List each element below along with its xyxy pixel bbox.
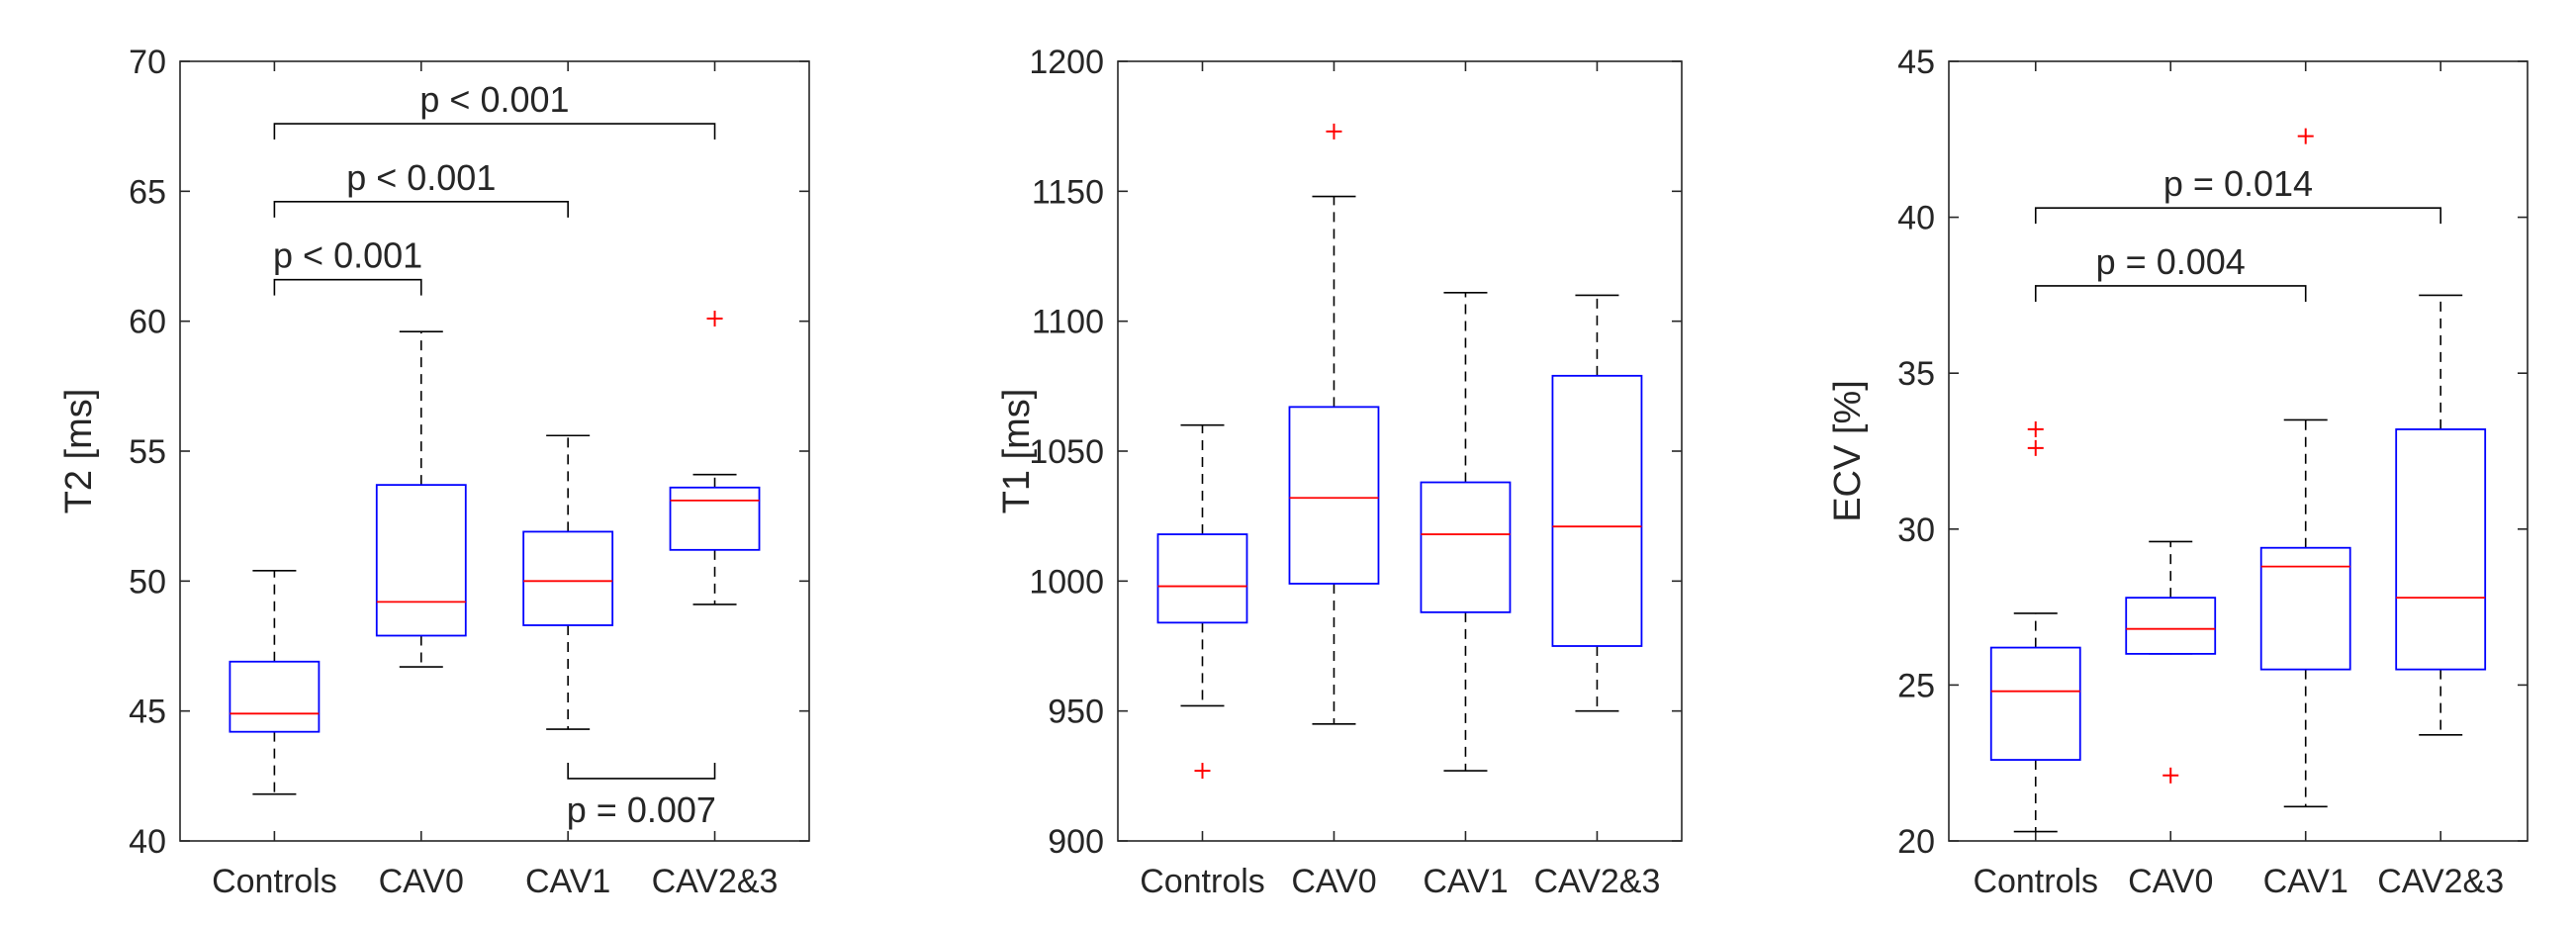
ecv-y-axis-label: ECV [%] [1827,380,1869,522]
ecv-box-1 [2125,540,2217,784]
panel-t2: 40 45 50 55 60 65 70 Controls CAV0 CAV1 CAV2&3 T2 [… [58,44,810,900]
p-value-label: p = 0.014 [2163,163,2313,204]
box-iqr [1156,533,1248,624]
panel-ecv: 20 25 30 35 40 45 Controls CAV0 CAV1 CAV2&3 ECV [%… [1827,44,2529,900]
t1-ytick-label: 1150 [1032,173,1104,211]
t2-box-1 [375,330,467,668]
box-iqr [1420,481,1512,613]
t2-ytick-label: 65 [129,173,166,211]
box-iqr [1551,374,1643,647]
p-value-label: p < 0.001 [273,235,422,276]
outlier-marker [706,311,723,327]
p-value-label: p = 0.004 [2096,241,2246,282]
bracket-line [2034,285,2307,302]
outlier-marker [1194,763,1211,780]
t2-box-3 [669,311,761,605]
box-iqr [2395,428,2487,671]
t2-xtick-label: CAV2&3 [652,863,779,900]
t1-xtick-label: CAV1 [1423,863,1508,900]
ecv-xtick-label: CAV2&3 [2377,863,2504,900]
box-iqr [522,530,614,626]
t2-box-2 [522,434,614,730]
ecv-xtick-label: CAV0 [2128,863,2213,900]
ecv-xtick-label: CAV1 [2263,863,2348,900]
t2-xtick-label: CAV0 [379,863,464,900]
p-value-label: p < 0.001 [346,157,496,198]
panel-t1: 900 950 1000 1050 1100 1150 1200 Controls CAV0 CA… [996,44,1683,900]
outlier-marker [2297,128,2314,144]
t1-box-3 [1551,294,1643,712]
ecv-ytick-label: 20 [1897,823,1935,861]
outlier-marker [1326,123,1342,139]
t2-significance-bracket: p < 0.001 [273,157,569,218]
t1-plot-frame [1117,60,1683,842]
ecv-ytick-label: 40 [1897,200,1935,237]
outlier-marker [2027,439,2044,456]
t1-ytick-label: 900 [1048,823,1104,861]
t2-ytick-label: 45 [129,694,166,731]
box-iqr [2259,546,2351,671]
box-iqr [1288,406,1380,585]
bracket-line [273,123,716,140]
t1-ytick-label: 1050 [1029,433,1104,471]
box-iqr [669,486,761,551]
box-iqr [229,660,321,733]
outlier-marker [2027,420,2044,437]
ecv-ytick-label: 30 [1897,511,1935,549]
t1-ytick-label: 1000 [1029,563,1104,601]
box-iqr [2125,597,2217,655]
t1-ytick-label: 1200 [1029,44,1104,81]
t2-box-0 [229,570,321,795]
ecv-box-0 [1989,420,2081,833]
ecv-xtick-label: Controls [1973,863,2098,900]
box-iqr [1989,646,2081,761]
t2-ytick-label: 40 [129,823,166,861]
t2-ytick-label: 70 [129,44,166,81]
t1-xtick-label: CAV0 [1291,863,1376,900]
ecv-ytick-label: 35 [1897,355,1935,393]
t2-significance-bracket: p = 0.007 [567,762,716,830]
t2-ytick-label: 55 [129,433,166,471]
t1-box-0 [1156,423,1248,780]
t2-significance-bracket: p < 0.001 [273,79,716,140]
box-iqr [375,484,467,637]
t1-xtick-label: CAV2&3 [1533,863,1660,900]
ecv-box-3 [2395,294,2487,736]
t2-ytick-label: 60 [129,304,166,341]
outlier-marker [2162,767,2179,784]
ecv-significance-bracket: p = 0.014 [2034,163,2441,225]
t1-y-axis-label: T1 [ms] [996,389,1038,514]
bracket-line [273,201,569,218]
p-value-label: p = 0.007 [567,789,716,830]
t2-xtick-label: CAV1 [525,863,610,900]
ecv-plot-frame [1948,60,2529,842]
ecv-ytick-label: 45 [1897,44,1935,81]
t1-ytick-label: 1100 [1032,304,1104,341]
t2-significance-bracket: p < 0.001 [273,235,422,296]
p-value-label: p < 0.001 [419,79,569,120]
t2-ytick-label: 50 [129,563,166,601]
t2-y-axis-label: T2 [ms] [58,389,100,514]
t1-xtick-label: Controls [1140,863,1265,900]
bracket-line [2034,207,2441,225]
t2-xtick-label: Controls [212,863,337,900]
bracket-line [273,278,422,296]
t1-ytick-label: 950 [1048,694,1104,731]
ecv-ytick-label: 25 [1897,667,1935,704]
t1-box-1 [1288,123,1380,725]
t1-box-2 [1420,291,1512,772]
bracket-line [567,762,716,780]
ecv-box-2 [2259,128,2351,808]
ecv-significance-bracket: p = 0.004 [2034,241,2307,302]
